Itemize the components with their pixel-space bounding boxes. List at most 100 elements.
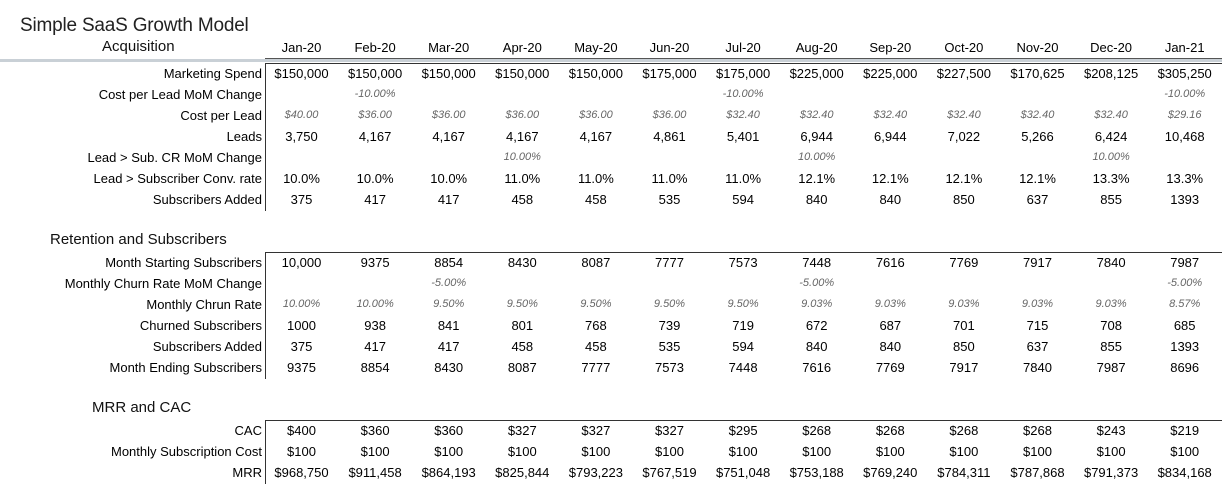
data-cell[interactable]: $327 <box>655 423 684 438</box>
data-cell[interactable]: -10.00% <box>354 88 396 100</box>
data-cell[interactable]: 9.50% <box>580 298 612 310</box>
data-cell[interactable]: 7573 <box>728 255 758 270</box>
data-cell[interactable]: 672 <box>805 318 828 333</box>
data-cell[interactable]: 594 <box>732 192 754 207</box>
data-cell[interactable]: 7448 <box>802 255 832 270</box>
data-cell[interactable]: 840 <box>879 339 902 354</box>
data-cell[interactable]: $767,519 <box>642 465 697 480</box>
data-cell[interactable]: 8087 <box>507 360 537 375</box>
data-cell[interactable]: $100 <box>655 444 684 459</box>
data-cell[interactable]: 10.0% <box>430 171 468 186</box>
data-cell[interactable]: $32.40 <box>726 109 760 121</box>
data-cell[interactable]: 417 <box>437 339 460 354</box>
data-cell[interactable]: 458 <box>511 192 534 207</box>
data-cell[interactable]: $268 <box>802 423 832 438</box>
data-cell[interactable]: 9.50% <box>506 298 538 310</box>
data-cell[interactable]: 11.0% <box>504 171 541 186</box>
data-cell[interactable]: $295 <box>728 423 758 438</box>
data-cell[interactable]: 10.00% <box>503 151 541 163</box>
data-cell[interactable]: 938 <box>364 318 386 333</box>
data-cell[interactable]: $36.00 <box>652 109 687 121</box>
data-cell[interactable]: 10.00% <box>1092 151 1130 163</box>
data-cell[interactable]: $753,188 <box>789 465 844 480</box>
data-cell[interactable]: -5.00% <box>799 277 835 289</box>
data-cell[interactable]: 375 <box>290 192 313 207</box>
data-cell[interactable]: 801 <box>511 318 534 333</box>
data-cell[interactable]: 840 <box>879 192 902 207</box>
data-cell[interactable]: 637 <box>1026 192 1049 207</box>
data-cell[interactable]: 841 <box>437 318 460 333</box>
data-cell[interactable]: 5,266 <box>1021 129 1054 144</box>
data-cell[interactable]: 7987 <box>1170 255 1200 270</box>
data-cell[interactable]: $784,311 <box>937 465 991 480</box>
data-cell[interactable]: 7987 <box>1096 360 1126 375</box>
data-cell[interactable]: $360 <box>434 423 464 438</box>
data-cell[interactable]: 8430 <box>507 255 537 270</box>
data-cell[interactable]: $864,193 <box>421 465 476 480</box>
data-cell[interactable]: -10.00% <box>722 88 764 100</box>
data-cell[interactable]: $100 <box>949 444 979 459</box>
data-cell[interactable]: $360 <box>360 423 390 438</box>
data-cell[interactable]: 850 <box>953 339 975 354</box>
data-cell[interactable]: $208,125 <box>1083 66 1139 81</box>
data-cell[interactable]: 6,944 <box>874 129 907 144</box>
data-cell[interactable]: 8430 <box>434 360 464 375</box>
data-cell[interactable]: 7917 <box>1023 255 1052 270</box>
data-cell[interactable]: $36.00 <box>358 109 392 121</box>
data-cell[interactable]: $32.40 <box>947 109 981 121</box>
data-cell[interactable]: 840 <box>805 192 828 207</box>
data-cell[interactable]: 8.57% <box>1169 298 1201 310</box>
data-cell[interactable]: -5.00% <box>431 277 467 289</box>
data-cell[interactable]: 10.00% <box>798 151 836 163</box>
data-cell[interactable]: 637 <box>1026 339 1049 354</box>
data-cell[interactable]: $150,000 <box>495 66 550 81</box>
data-cell[interactable]: 7840 <box>1096 255 1126 270</box>
data-cell[interactable]: 855 <box>1100 339 1122 354</box>
data-cell[interactable]: $36.00 <box>579 109 613 121</box>
data-cell[interactable]: 719 <box>732 318 754 333</box>
data-cell[interactable]: 9.03% <box>874 298 906 310</box>
data-cell[interactable]: $225,000 <box>863 66 918 81</box>
data-cell[interactable]: $327 <box>507 423 537 438</box>
data-cell[interactable]: 687 <box>879 318 902 333</box>
data-cell[interactable]: 10.00% <box>282 298 321 310</box>
data-cell[interactable]: 7769 <box>949 255 979 270</box>
data-cell[interactable]: 9375 <box>287 360 316 375</box>
data-cell[interactable]: 4,167 <box>506 129 539 144</box>
data-cell[interactable]: $36.00 <box>431 109 466 121</box>
data-cell[interactable]: $751,048 <box>715 465 771 480</box>
data-cell[interactable]: 458 <box>585 192 607 207</box>
data-cell[interactable]: $243 <box>1096 423 1126 438</box>
data-cell[interactable]: $29.16 <box>1167 109 1202 121</box>
data-cell[interactable]: $100 <box>1170 444 1200 459</box>
data-cell[interactable]: 9.50% <box>433 298 465 310</box>
data-cell[interactable]: 13.3% <box>1166 171 1204 186</box>
data-cell[interactable]: 685 <box>1173 318 1196 333</box>
data-cell[interactable]: $327 <box>581 423 611 438</box>
data-cell[interactable]: $100 <box>875 444 905 459</box>
data-cell[interactable]: 9.03% <box>1095 298 1127 310</box>
data-cell[interactable]: 535 <box>658 339 681 354</box>
data-cell[interactable]: 7769 <box>875 360 905 375</box>
data-cell[interactable]: $175,000 <box>715 66 771 81</box>
data-cell[interactable]: 4,167 <box>432 129 465 144</box>
data-cell[interactable]: 594 <box>732 339 754 354</box>
data-cell[interactable]: 417 <box>437 192 460 207</box>
data-cell[interactable]: -10.00% <box>1164 88 1206 100</box>
data-cell[interactable]: $268 <box>949 423 979 438</box>
data-cell[interactable]: $100 <box>360 444 390 459</box>
data-cell[interactable]: 7616 <box>875 255 905 270</box>
data-cell[interactable]: $834,168 <box>1157 465 1212 480</box>
data-cell[interactable]: 7616 <box>802 360 832 375</box>
data-cell[interactable]: 4,167 <box>579 129 613 144</box>
data-cell[interactable]: 1393 <box>1170 339 1200 354</box>
data-cell[interactable]: 4,861 <box>653 129 686 144</box>
data-cell[interactable]: 417 <box>364 339 386 354</box>
data-cell[interactable]: 12.1% <box>871 171 909 186</box>
data-cell[interactable]: $825,844 <box>495 465 550 480</box>
data-cell[interactable]: $911,458 <box>348 465 402 480</box>
data-cell[interactable]: $32.40 <box>1094 109 1128 121</box>
data-cell[interactable]: -5.00% <box>1167 277 1203 289</box>
data-cell[interactable]: 701 <box>953 318 975 333</box>
data-cell[interactable]: 458 <box>585 339 607 354</box>
